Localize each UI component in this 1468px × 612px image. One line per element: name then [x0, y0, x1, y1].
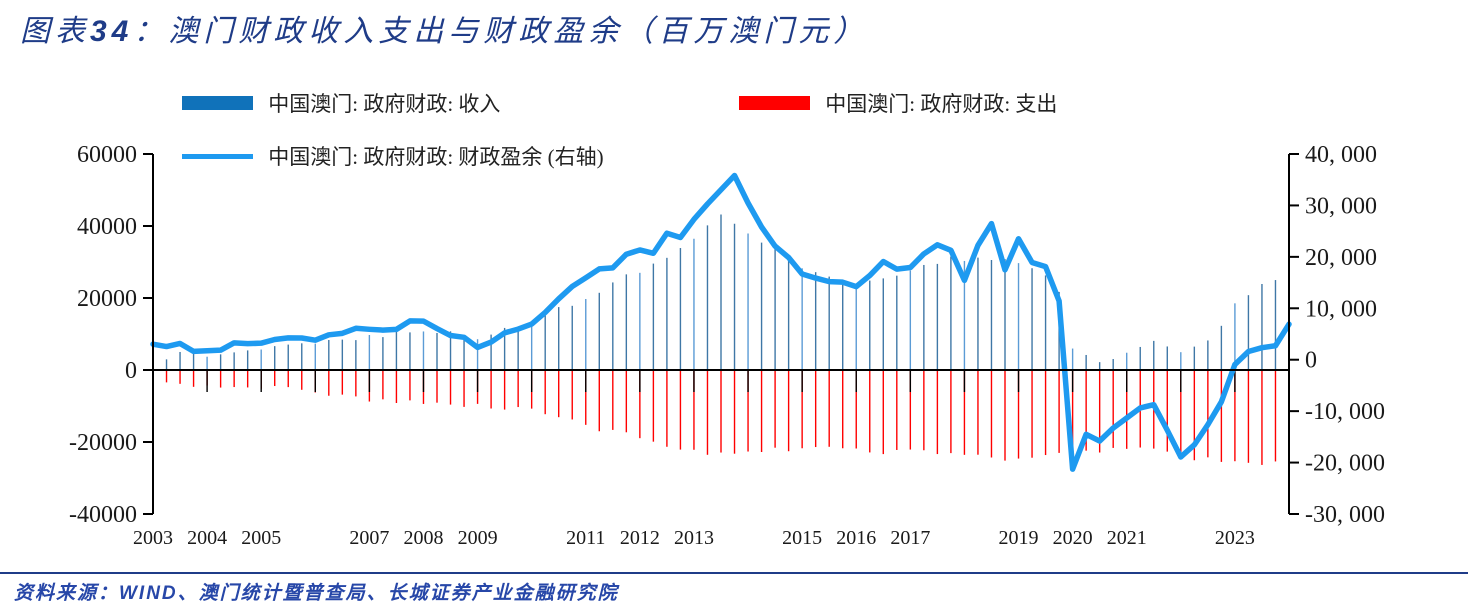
svg-text:20000: 20000: [77, 286, 137, 312]
svg-text:-20000: -20000: [69, 430, 137, 456]
svg-text:2016: 2016: [836, 527, 876, 549]
svg-text:0: 0: [125, 358, 137, 384]
svg-text:2003: 2003: [133, 527, 173, 549]
svg-text:30, 000: 30, 000: [1305, 193, 1377, 219]
svg-text:20, 000: 20, 000: [1305, 245, 1377, 271]
svg-text:10, 000: 10, 000: [1305, 296, 1377, 322]
svg-text:0: 0: [1305, 348, 1317, 374]
svg-text:2013: 2013: [674, 527, 714, 549]
svg-text:-20, 000: -20, 000: [1305, 451, 1385, 477]
svg-text:-10, 000: -10, 000: [1305, 399, 1385, 425]
svg-text:2008: 2008: [403, 527, 443, 549]
svg-text:2015: 2015: [782, 527, 822, 549]
svg-text:2009: 2009: [458, 527, 498, 549]
svg-text:2020: 2020: [1053, 527, 1093, 549]
svg-text:2007: 2007: [349, 527, 389, 549]
svg-text:2004: 2004: [187, 527, 227, 549]
svg-text:40000: 40000: [77, 214, 137, 240]
svg-text:2012: 2012: [620, 527, 660, 549]
svg-text:2021: 2021: [1107, 527, 1147, 549]
svg-text:-30, 000: -30, 000: [1305, 502, 1385, 528]
svg-text:2019: 2019: [999, 527, 1039, 549]
svg-text:2011: 2011: [566, 527, 605, 549]
svg-text:2005: 2005: [241, 527, 281, 549]
svg-text:2017: 2017: [890, 527, 930, 549]
svg-text:2023: 2023: [1215, 527, 1255, 549]
svg-text:60000: 60000: [77, 142, 137, 168]
svg-text:40, 000: 40, 000: [1305, 142, 1377, 168]
svg-text:-40000: -40000: [69, 502, 137, 528]
